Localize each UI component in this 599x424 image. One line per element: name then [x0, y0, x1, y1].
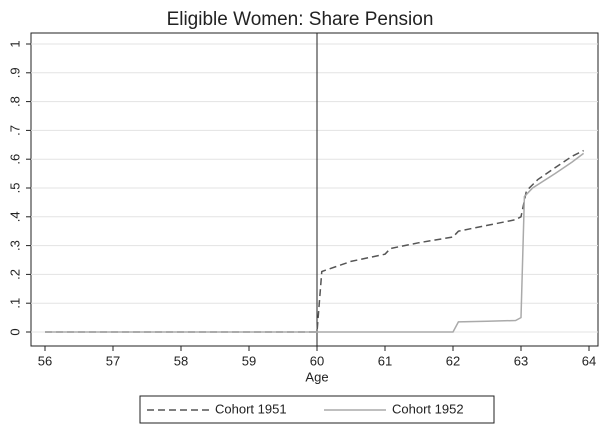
x-axis-label: Age: [305, 369, 328, 384]
legend-box: [139, 395, 495, 424]
y-tick-label: .9: [7, 67, 22, 78]
line-series: [45, 149, 584, 333]
legend-label: Cohort 1951: [215, 401, 287, 416]
plot-frame: [30, 32, 599, 347]
y-tick-label: .7: [7, 125, 22, 136]
x-tick-label: 63: [514, 353, 528, 368]
line-series: [45, 152, 585, 333]
y-tick-label: .6: [7, 154, 22, 165]
x-tick-label: 56: [38, 353, 52, 368]
x-tick-label: 60: [310, 353, 324, 368]
x-tick-label: 61: [378, 353, 392, 368]
legend-label: Cohort 1952: [392, 401, 464, 416]
y-tick-label: .5: [7, 183, 22, 194]
y-tick-label: .2: [7, 269, 22, 280]
x-tick-label: 59: [242, 353, 256, 368]
y-tick-label: .4: [7, 211, 22, 222]
x-tick-label: 62: [446, 353, 460, 368]
y-tick-label: .8: [7, 96, 22, 107]
y-tick-label: .3: [7, 240, 22, 251]
x-tick-label: 57: [106, 353, 120, 368]
y-tick-label: .1: [7, 298, 22, 309]
chart-title: Eligible Women: Share Pension: [167, 9, 434, 30]
y-tick-label: 0: [7, 328, 22, 335]
y-tick-label: 1: [7, 40, 22, 47]
x-tick-label: 58: [174, 353, 188, 368]
x-tick-label: 64: [582, 353, 596, 368]
